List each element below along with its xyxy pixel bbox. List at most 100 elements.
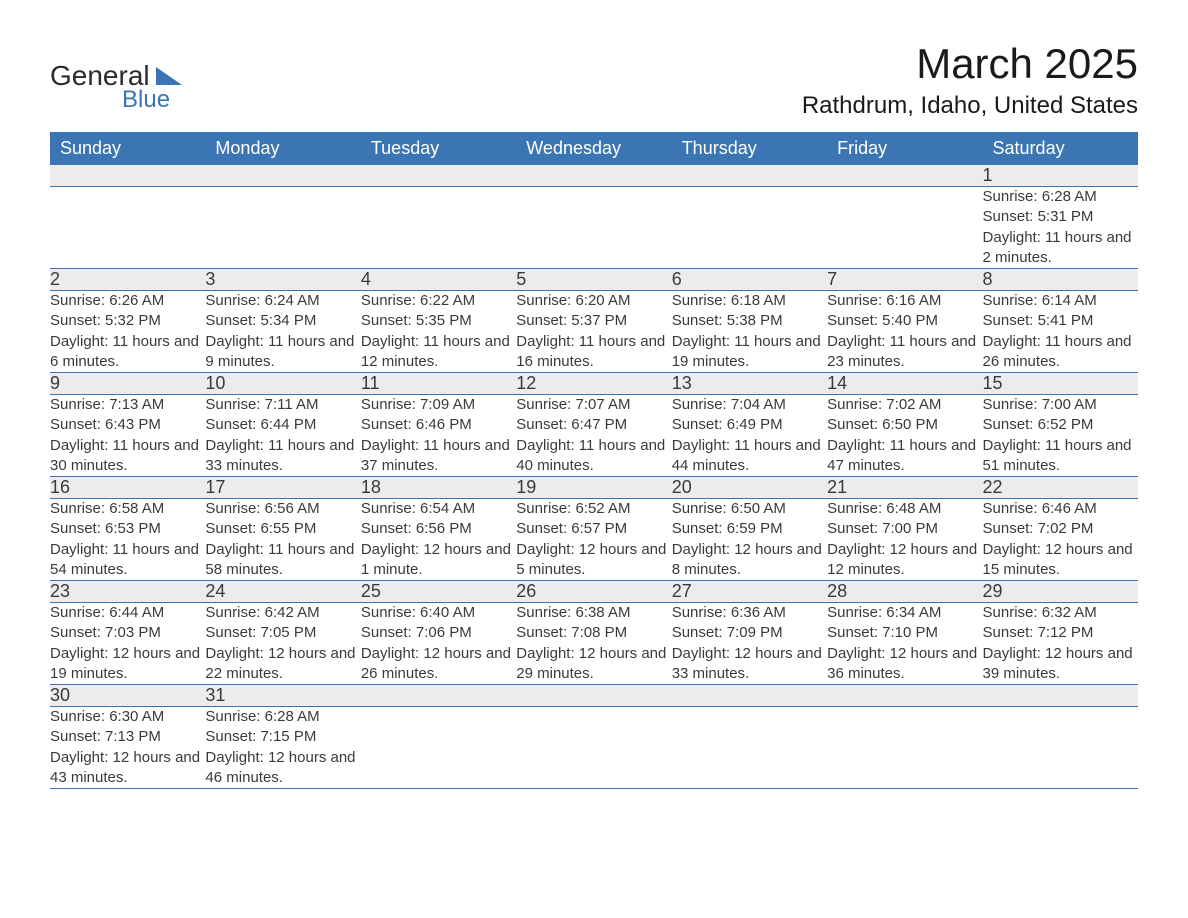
day-data-row: Sunrise: 6:28 AMSunset: 5:31 PMDaylight:… xyxy=(50,187,1138,269)
sunset-line: Sunset: 6:47 PM xyxy=(516,415,671,435)
sunset-line: Sunset: 5:38 PM xyxy=(672,311,827,331)
sunset-line: Sunset: 6:46 PM xyxy=(361,415,516,435)
day-number-cell: 19 xyxy=(516,477,671,499)
day-data-cell: Sunrise: 6:40 AMSunset: 7:06 PMDaylight:… xyxy=(361,603,516,685)
day-number-cell xyxy=(983,685,1138,707)
day-data-cell: Sunrise: 7:09 AMSunset: 6:46 PMDaylight:… xyxy=(361,395,516,477)
daylight-line: Daylight: 11 hours and 12 minutes. xyxy=(361,332,516,373)
sunset-line: Sunset: 7:15 PM xyxy=(205,727,360,747)
day-number-row: 23242526272829 xyxy=(50,581,1138,603)
daylight-line: Daylight: 11 hours and 54 minutes. xyxy=(50,540,205,581)
day-data-cell: Sunrise: 6:28 AMSunset: 7:15 PMDaylight:… xyxy=(205,707,360,789)
day-data-cell xyxy=(672,187,827,269)
daylight-line: Daylight: 12 hours and 29 minutes. xyxy=(516,644,671,685)
daylight-line: Daylight: 11 hours and 16 minutes. xyxy=(516,332,671,373)
sunrise-line: Sunrise: 6:56 AM xyxy=(205,499,360,519)
day-number-cell: 6 xyxy=(672,269,827,291)
day-data-cell xyxy=(516,707,671,789)
sunset-line: Sunset: 7:09 PM xyxy=(672,623,827,643)
sunrise-line: Sunrise: 6:44 AM xyxy=(50,603,205,623)
sunset-line: Sunset: 5:35 PM xyxy=(361,311,516,331)
day-data-cell: Sunrise: 7:11 AMSunset: 6:44 PMDaylight:… xyxy=(205,395,360,477)
day-data-cell: Sunrise: 6:32 AMSunset: 7:12 PMDaylight:… xyxy=(983,603,1138,685)
day-data-row: Sunrise: 7:13 AMSunset: 6:43 PMDaylight:… xyxy=(50,395,1138,477)
weekday-header: Monday xyxy=(205,132,360,165)
sunrise-line: Sunrise: 6:36 AM xyxy=(672,603,827,623)
day-number-cell: 28 xyxy=(827,581,982,603)
day-number-cell: 5 xyxy=(516,269,671,291)
daylight-line: Daylight: 12 hours and 1 minute. xyxy=(361,540,516,581)
day-number-row: 16171819202122 xyxy=(50,477,1138,499)
sunset-line: Sunset: 7:08 PM xyxy=(516,623,671,643)
daylight-line: Daylight: 11 hours and 6 minutes. xyxy=(50,332,205,373)
header: General Blue March 2025 Rathdrum, Idaho,… xyxy=(50,40,1138,120)
day-data-cell: Sunrise: 6:42 AMSunset: 7:05 PMDaylight:… xyxy=(205,603,360,685)
sunrise-line: Sunrise: 6:40 AM xyxy=(361,603,516,623)
day-number-cell: 13 xyxy=(672,373,827,395)
month-title: March 2025 xyxy=(802,40,1138,88)
day-number-cell: 8 xyxy=(983,269,1138,291)
day-number-cell xyxy=(361,685,516,707)
day-number-cell xyxy=(672,165,827,187)
daylight-line: Daylight: 11 hours and 2 minutes. xyxy=(983,228,1138,269)
day-data-cell: Sunrise: 6:14 AMSunset: 5:41 PMDaylight:… xyxy=(983,291,1138,373)
daylight-line: Daylight: 12 hours and 26 minutes. xyxy=(361,644,516,685)
logo-text-blue: Blue xyxy=(50,86,170,114)
sunrise-line: Sunrise: 6:28 AM xyxy=(205,707,360,727)
sunset-line: Sunset: 6:59 PM xyxy=(672,519,827,539)
day-data-cell xyxy=(827,187,982,269)
sunrise-line: Sunrise: 6:38 AM xyxy=(516,603,671,623)
day-number-cell: 23 xyxy=(50,581,205,603)
day-data-row: Sunrise: 6:26 AMSunset: 5:32 PMDaylight:… xyxy=(50,291,1138,373)
daylight-line: Daylight: 12 hours and 33 minutes. xyxy=(672,644,827,685)
day-number-row: 3031 xyxy=(50,685,1138,707)
day-data-cell: Sunrise: 6:58 AMSunset: 6:53 PMDaylight:… xyxy=(50,499,205,581)
day-number-cell xyxy=(516,165,671,187)
day-data-cell: Sunrise: 6:22 AMSunset: 5:35 PMDaylight:… xyxy=(361,291,516,373)
daylight-line: Daylight: 12 hours and 5 minutes. xyxy=(516,540,671,581)
daylight-line: Daylight: 11 hours and 26 minutes. xyxy=(983,332,1138,373)
title-block: March 2025 Rathdrum, Idaho, United State… xyxy=(802,40,1138,120)
day-data-cell xyxy=(50,187,205,269)
day-data-cell: Sunrise: 6:16 AMSunset: 5:40 PMDaylight:… xyxy=(827,291,982,373)
day-number-cell: 29 xyxy=(983,581,1138,603)
sunset-line: Sunset: 6:49 PM xyxy=(672,415,827,435)
sunrise-line: Sunrise: 6:16 AM xyxy=(827,291,982,311)
sunset-line: Sunset: 7:12 PM xyxy=(983,623,1138,643)
day-number-cell: 21 xyxy=(827,477,982,499)
day-data-cell: Sunrise: 6:30 AMSunset: 7:13 PMDaylight:… xyxy=(50,707,205,789)
sunrise-line: Sunrise: 6:14 AM xyxy=(983,291,1138,311)
day-data-cell: Sunrise: 6:52 AMSunset: 6:57 PMDaylight:… xyxy=(516,499,671,581)
day-data-cell: Sunrise: 6:28 AMSunset: 5:31 PMDaylight:… xyxy=(983,187,1138,269)
day-number-cell: 20 xyxy=(672,477,827,499)
sunset-line: Sunset: 5:32 PM xyxy=(50,311,205,331)
daylight-line: Daylight: 12 hours and 46 minutes. xyxy=(205,748,360,789)
weekday-header-row: Sunday Monday Tuesday Wednesday Thursday… xyxy=(50,132,1138,165)
day-number-cell xyxy=(50,165,205,187)
sunrise-line: Sunrise: 6:34 AM xyxy=(827,603,982,623)
day-number-cell: 3 xyxy=(205,269,360,291)
day-number-cell: 24 xyxy=(205,581,360,603)
day-number-cell: 22 xyxy=(983,477,1138,499)
sunrise-line: Sunrise: 7:07 AM xyxy=(516,395,671,415)
daylight-line: Daylight: 12 hours and 36 minutes. xyxy=(827,644,982,685)
sunset-line: Sunset: 6:55 PM xyxy=(205,519,360,539)
day-number-cell: 30 xyxy=(50,685,205,707)
day-number-cell: 2 xyxy=(50,269,205,291)
sunset-line: Sunset: 7:13 PM xyxy=(50,727,205,747)
day-data-cell: Sunrise: 6:34 AMSunset: 7:10 PMDaylight:… xyxy=(827,603,982,685)
sunrise-line: Sunrise: 6:30 AM xyxy=(50,707,205,727)
day-data-cell xyxy=(361,187,516,269)
day-data-cell: Sunrise: 6:18 AMSunset: 5:38 PMDaylight:… xyxy=(672,291,827,373)
daylight-line: Daylight: 12 hours and 39 minutes. xyxy=(983,644,1138,685)
sunset-line: Sunset: 6:52 PM xyxy=(983,415,1138,435)
sunrise-line: Sunrise: 7:11 AM xyxy=(205,395,360,415)
day-data-cell xyxy=(361,707,516,789)
day-number-cell: 1 xyxy=(983,165,1138,187)
day-data-cell: Sunrise: 7:00 AMSunset: 6:52 PMDaylight:… xyxy=(983,395,1138,477)
day-data-row: Sunrise: 6:30 AMSunset: 7:13 PMDaylight:… xyxy=(50,707,1138,789)
day-number-cell xyxy=(516,685,671,707)
daylight-line: Daylight: 11 hours and 40 minutes. xyxy=(516,436,671,477)
day-number-cell: 25 xyxy=(361,581,516,603)
day-number-cell: 12 xyxy=(516,373,671,395)
